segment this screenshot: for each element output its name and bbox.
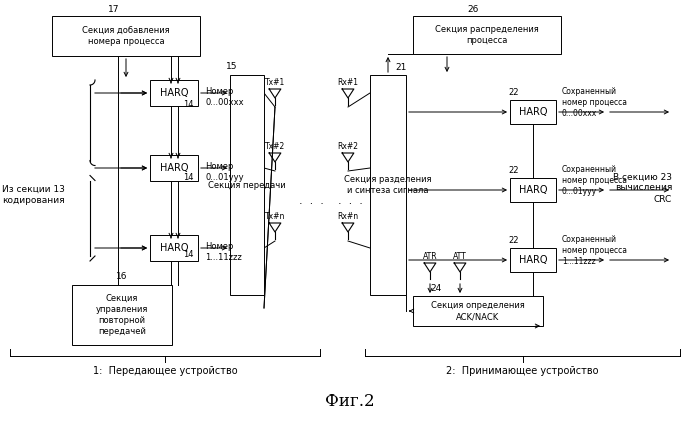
Text: Tx#1: Tx#1 [265, 78, 285, 87]
Text: HARQ: HARQ [160, 243, 188, 253]
Text: ATR: ATR [423, 252, 438, 261]
Text: В секцию 23
вычисления
CRC: В секцию 23 вычисления CRC [613, 173, 672, 203]
Text: HARQ: HARQ [519, 185, 547, 195]
Bar [72, 285, 172, 345]
Text: 14: 14 [183, 250, 194, 259]
Text: ·  ·  ·: · · · [298, 199, 324, 209]
Text: ·  ·  ·: · · · [338, 199, 363, 209]
Text: 14: 14 [183, 173, 194, 182]
Text: Rx#2: Rx#2 [338, 142, 359, 151]
Bar [52, 16, 200, 56]
Bar [510, 248, 556, 272]
Text: Tx#n: Tx#n [265, 212, 285, 221]
Text: Сохраненный
номер процесса
0...00xxx: Сохраненный номер процесса 0...00xxx [562, 87, 627, 118]
Text: 22: 22 [508, 166, 519, 175]
Text: Секция распределения
процесса: Секция распределения процесса [435, 25, 539, 45]
Text: 1:  Передающее устройство: 1: Передающее устройство [93, 366, 238, 376]
Bar [230, 75, 264, 295]
Text: Номер
0...00xxx: Номер 0...00xxx [205, 87, 244, 107]
Bar [150, 235, 198, 261]
Text: 26: 26 [468, 5, 479, 14]
Text: 22: 22 [508, 88, 519, 97]
Text: Rx#n: Rx#n [338, 212, 359, 221]
Text: HARQ: HARQ [160, 163, 188, 173]
Text: 15: 15 [226, 62, 238, 71]
Bar [510, 100, 556, 124]
Text: 16: 16 [116, 272, 128, 281]
Text: 14: 14 [183, 100, 194, 109]
Text: HARQ: HARQ [519, 107, 547, 117]
Text: Сохраненный
номер процесса
1...11zzz: Сохраненный номер процесса 1...11zzz [562, 235, 627, 266]
Text: 2:  Принимающее устройство: 2: Принимающее устройство [446, 366, 599, 376]
Text: Секция
управления
повторной
передачей: Секция управления повторной передачей [96, 294, 148, 336]
Bar [150, 155, 198, 181]
Bar [413, 296, 543, 326]
Bar [413, 16, 561, 54]
Text: Номер
1...11zzz: Номер 1...11zzz [205, 242, 242, 262]
Text: 17: 17 [108, 5, 120, 14]
Text: Rx#1: Rx#1 [338, 78, 359, 87]
Text: HARQ: HARQ [519, 255, 547, 265]
Bar [370, 75, 406, 295]
Text: Секция определения
ACK/NACK: Секция определения ACK/NACK [431, 301, 525, 321]
Text: 22: 22 [508, 236, 519, 245]
Text: Сохраненный
номер процесса
0...01yyy: Сохраненный номер процесса 0...01yyy [562, 165, 627, 196]
Text: Из секции 13
кодирования: Из секции 13 кодирования [2, 185, 65, 205]
Text: Номер
0...01yyy: Номер 0...01yyy [205, 162, 244, 182]
Text: HARQ: HARQ [160, 88, 188, 98]
Text: 21: 21 [395, 63, 406, 72]
Text: Секция передачи: Секция передачи [208, 181, 286, 189]
Text: Секция добавления
номера процесса: Секция добавления номера процесса [82, 26, 170, 46]
Text: Фиг.2: Фиг.2 [325, 393, 374, 410]
Text: ATT: ATT [453, 252, 467, 261]
Bar [510, 178, 556, 202]
Text: 24: 24 [430, 284, 441, 293]
Bar [150, 80, 198, 106]
Text: Tx#2: Tx#2 [265, 142, 285, 151]
Text: Секция разделения
и синтеза сигнала: Секция разделения и синтеза сигнала [344, 175, 432, 195]
